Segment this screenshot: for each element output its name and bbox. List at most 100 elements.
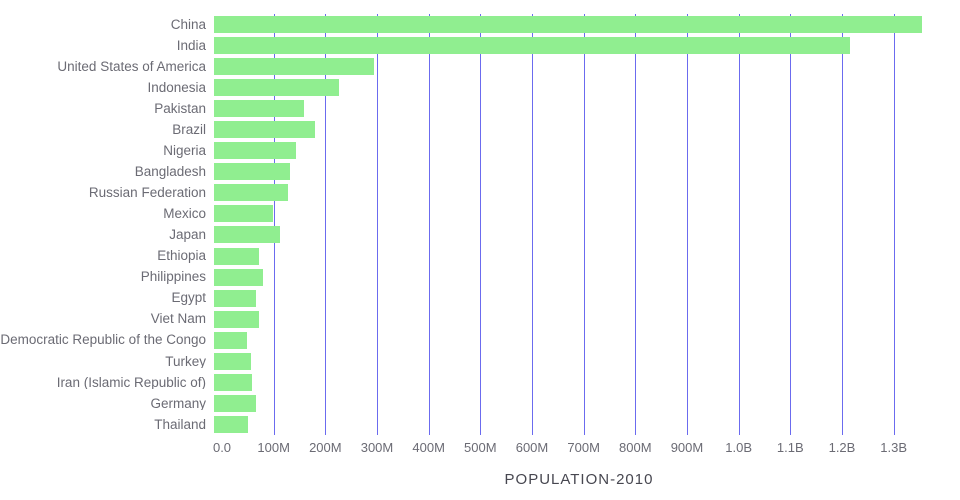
bar-track <box>214 288 928 309</box>
bar-track <box>214 161 928 182</box>
country-label: Democratic Republic of the Congo <box>0 333 206 347</box>
bar-track <box>214 77 928 98</box>
bar-track <box>214 35 928 56</box>
country-label: Viet Nam <box>150 312 206 326</box>
x-axis-tick-label: 400M <box>412 440 445 455</box>
country-label: Indonesia <box>147 80 206 95</box>
country-label: Philippines <box>140 270 206 284</box>
country-label: India <box>176 38 206 53</box>
bar-row: China <box>0 14 936 35</box>
population-bar <box>214 79 340 97</box>
gridline <box>428 14 430 435</box>
x-axis-tick-label: 1.3B <box>880 440 907 455</box>
gridline <box>583 14 585 435</box>
x-axis-tick-label: 900M <box>670 440 704 455</box>
gridline <box>531 14 533 435</box>
bar-row: Germany <box>0 393 936 414</box>
x-axis-tick-label: 200M <box>309 440 342 455</box>
population-bar <box>214 58 374 76</box>
bar-row: Brazil <box>0 119 936 140</box>
population-bar <box>214 310 260 328</box>
country-label: Japan <box>169 228 206 242</box>
country-label: Iran (Islamic Republic of) <box>56 375 206 390</box>
population-bar <box>214 247 259 265</box>
population-bar <box>214 37 850 55</box>
bar-track <box>214 119 928 140</box>
bar-track <box>214 351 928 372</box>
population-bar <box>214 226 281 244</box>
bar-row: Iran (Islamic Republic of) <box>0 372 936 393</box>
country-label: Turkey <box>165 354 206 369</box>
bar-row: Egypt <box>0 288 936 309</box>
bar-row: Indonesia <box>0 77 936 98</box>
bar-rows: China India United States of America Indone… <box>0 14 936 435</box>
population-bar <box>214 163 291 181</box>
population-bar <box>214 268 263 286</box>
population-bar <box>214 100 304 118</box>
population-bar <box>214 352 252 370</box>
bar-row: Ethiopia <box>0 246 936 267</box>
gridline <box>376 14 378 435</box>
bar-track <box>214 309 928 330</box>
bar-track <box>214 182 928 203</box>
bar-track <box>214 246 928 267</box>
country-label: China <box>170 17 206 32</box>
bar-row: India <box>0 35 936 56</box>
gridline <box>686 14 688 435</box>
country-label: Nigeria <box>163 144 206 158</box>
country-label: Thailand <box>154 417 206 432</box>
population-bar <box>214 184 288 202</box>
bar-row: Pakistan <box>0 98 936 119</box>
gridline <box>738 14 740 435</box>
bar-track <box>214 224 928 245</box>
population-bar <box>214 142 296 160</box>
bar-row: Viet Nam <box>0 309 936 330</box>
gridline <box>841 14 843 435</box>
bar-track <box>214 14 928 35</box>
country-label: Ethiopia <box>157 249 206 263</box>
country-label: Germany <box>150 396 206 411</box>
bar-track <box>214 414 928 435</box>
country-label: Mexico <box>163 207 206 221</box>
gridline <box>273 14 275 435</box>
chart-title: POPULATION-2010 <box>504 471 654 488</box>
country-label: Bangladesh <box>134 165 206 179</box>
bar-track <box>214 372 928 393</box>
x-axis-tick-label: 600M <box>515 440 549 455</box>
bar-row: Mexico <box>0 203 936 224</box>
x-axis: 0.0 100M 200M 300M 400M 500M 600M 700M 800M 900M 1… <box>213 440 936 458</box>
population-bar <box>214 415 249 433</box>
population-bar <box>214 289 257 307</box>
population-bar <box>214 16 922 34</box>
population-bar <box>214 205 273 223</box>
x-axis-tick-label: 700M <box>567 440 600 455</box>
population-bar <box>214 121 316 139</box>
x-axis-tick-label: 1.2B <box>828 440 856 455</box>
gridline <box>480 14 482 435</box>
population-bar <box>214 394 256 412</box>
bar-track <box>214 393 928 414</box>
country-label: Russian Federation <box>88 186 206 200</box>
bar-track <box>214 56 928 77</box>
bar-row: United States of America <box>0 56 936 77</box>
bar-row: Turkey <box>0 351 936 372</box>
x-axis-tick-label: 1.0B <box>725 440 753 455</box>
gridline <box>635 14 637 435</box>
gridline <box>325 14 327 435</box>
x-axis-tick-label: 1.1B <box>776 440 804 455</box>
bar-row: Nigeria <box>0 140 936 161</box>
country-label: United States of America <box>57 59 206 74</box>
bar-track <box>214 203 928 224</box>
x-axis-tick-label: 0.0 <box>212 440 232 455</box>
bar-track <box>214 98 928 119</box>
x-axis-tick-label: 500M <box>464 440 497 455</box>
country-label: Egypt <box>171 291 206 305</box>
bar-row: Bangladesh <box>0 161 936 182</box>
population-bar <box>214 373 253 391</box>
bar-row: Russian Federation <box>0 182 936 203</box>
bar-row: Thailand <box>0 414 936 435</box>
gridline <box>790 14 792 435</box>
bar-row: Philippines <box>0 267 936 288</box>
bar-track <box>214 330 928 351</box>
